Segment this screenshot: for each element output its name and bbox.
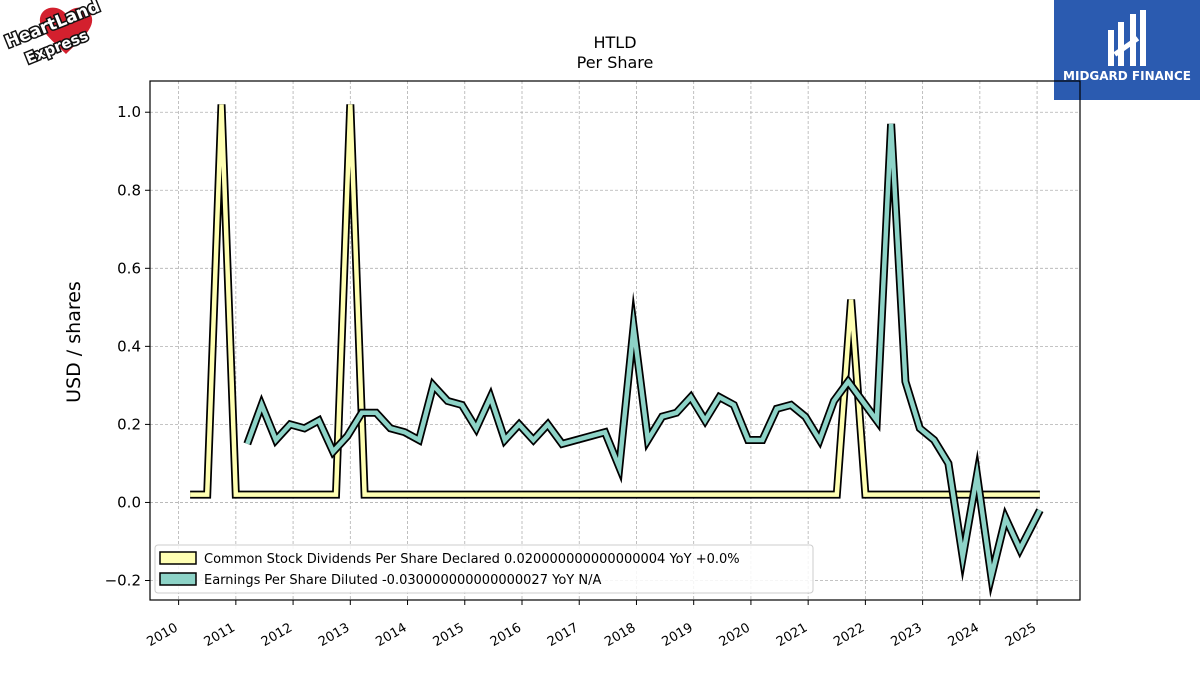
y-axis-label: USD / shares	[63, 281, 85, 403]
y-tick-label: 0.2	[117, 415, 141, 433]
y-axis-ticks: −0.2 0.0 0.2 0.4 0.6 0.8 1.0	[105, 103, 150, 589]
series-line-dividends	[190, 104, 1040, 499]
y-tick-label: 0.4	[117, 337, 141, 355]
x-tick-label: 2021	[774, 620, 810, 650]
midgard-logo-background	[1054, 0, 1200, 100]
legend-swatch-eps	[159, 572, 197, 586]
x-tick-label: 2015	[431, 620, 467, 650]
midgard-emblem-icon	[1108, 10, 1146, 66]
chart-title: HTLD	[593, 33, 636, 52]
x-tick-label: 2017	[545, 620, 581, 650]
chart-subtitle: Per Share	[577, 53, 654, 72]
midgard-logo-text: MIDGARD FINANCE	[1063, 69, 1191, 83]
x-tick-label: 2014	[373, 620, 409, 650]
series-outline	[190, 104, 1040, 499]
x-tick-label: 2010	[144, 620, 180, 650]
x-tick-label: 2024	[946, 620, 982, 650]
y-tick-label: 0.0	[117, 493, 141, 511]
legend: Common Stock Dividends Per Share Declare…	[154, 544, 814, 594]
heartland-express-logo: HeartLand Express	[1, 0, 105, 69]
legend-label-eps: Earnings Per Share Diluted -0.0300000000…	[204, 573, 601, 588]
x-tick-label: 2011	[202, 620, 238, 650]
y-tick-label: 1.0	[117, 103, 141, 121]
y-tick-label: 0.6	[117, 259, 141, 277]
x-tick-label: 2012	[259, 620, 295, 650]
x-tick-label: 2018	[602, 620, 638, 650]
legend-swatch-dividends	[159, 551, 197, 565]
x-tick-label: 2022	[831, 620, 867, 650]
x-tick-label: 2025	[1003, 620, 1039, 650]
grid-lines	[150, 81, 1080, 600]
x-tick-label: 2020	[717, 620, 753, 650]
legend-box	[154, 544, 814, 594]
legend-label-dividends: Common Stock Dividends Per Share Declare…	[204, 552, 740, 567]
series-layer	[190, 104, 1044, 598]
series-stroke	[190, 104, 1040, 497]
x-tick-label: 2013	[316, 620, 352, 650]
series-stroke	[245, 123, 1042, 589]
midgard-finance-logo: MIDGARD FINANCE	[1054, 0, 1200, 100]
series-outline	[243, 123, 1044, 598]
plot-frame	[149, 80, 1081, 601]
x-tick-label: 2016	[488, 620, 524, 650]
x-tick-label: 2019	[660, 620, 696, 650]
y-tick-label: 0.8	[117, 181, 141, 199]
x-axis-ticks: 2010 2011 2012 2013 2014 2015 2016 2017 2018 2019…	[144, 600, 1039, 650]
series-line-eps	[243, 123, 1044, 598]
y-tick-label: −0.2	[105, 571, 141, 589]
plot-area: −0.20.00.20.40.60.81.0 2010 2011 2012 2013 2…	[105, 80, 1081, 650]
x-tick-label: 2023	[888, 620, 924, 650]
